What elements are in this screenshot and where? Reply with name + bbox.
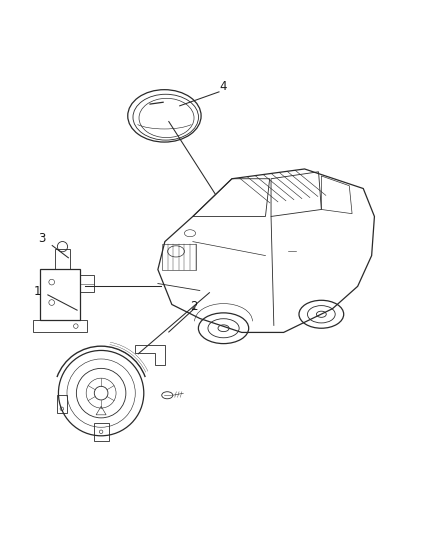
Text: 3: 3 (38, 232, 45, 246)
Text: 1: 1 (33, 285, 41, 298)
Text: 4: 4 (219, 79, 226, 93)
Bar (80, 276, 94, 292)
Bar (40, 269, 80, 320)
Text: 2: 2 (191, 300, 198, 313)
Bar (55, 249, 70, 269)
Bar (33, 320, 87, 332)
